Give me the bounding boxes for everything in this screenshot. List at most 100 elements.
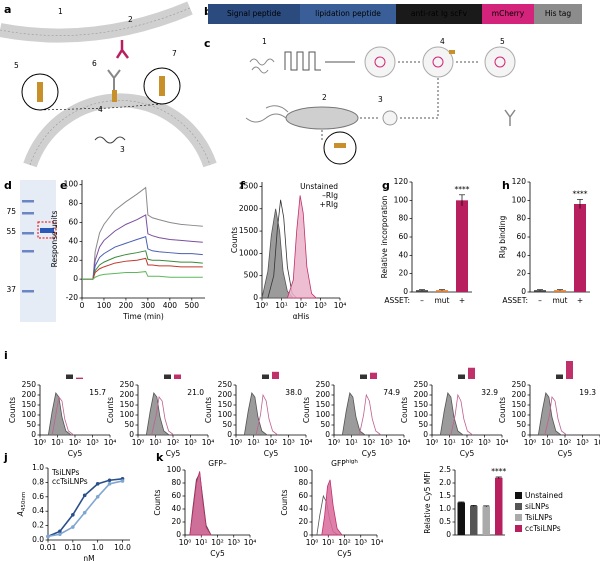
x-tick-label: 10⁴ [300,438,313,447]
ratio-bar [566,361,573,379]
strand [94,136,126,144]
y-tick-label: 120 [512,177,527,186]
bar [554,290,566,292]
cell [422,46,454,78]
ratio-bar [458,374,465,379]
y-tick-label: 0 [31,430,36,439]
construct-label: mCherry [492,9,525,18]
y-tick-label: 200 [414,390,429,399]
y-axis-label: Relative Cy5 MFI [423,471,432,533]
x-tick-label: 10⁰ [230,438,243,447]
y-tick-label: 0 [325,430,330,439]
y-axis-label: Counts [230,227,239,253]
legend-swatch [515,492,522,499]
y-tick-label: 100 [167,465,182,474]
error-bar [470,505,477,507]
y-tick-label: 40 [298,504,308,513]
gate-value: 21.0 [187,388,204,397]
gel-marker: 55 [6,227,16,236]
x-tick-label: – [420,296,424,305]
y-axis-label-text: Counts [106,397,115,423]
gel-marker: 37 [6,285,16,294]
y-tick-label: 2.0 [439,478,451,487]
y-axis-label-text: Counts [230,227,239,253]
x-tick-label: 10³ [227,538,240,547]
x-tick-label: 10² [69,438,82,447]
panel-label: a [4,3,11,16]
diagram-label: 4 [440,37,445,46]
panel-label: g [382,179,390,192]
x-axis-label: Cy5 [558,449,573,458]
x-tick-label: 10¹ [149,438,162,447]
inset-anchor [37,82,43,102]
y-tick-label: 250 [512,380,527,389]
x-tick-label: 10¹ [51,438,64,447]
y-tick-label: 50 [320,420,330,429]
y-tick-label: 500 [244,271,259,280]
ladder-band [22,200,34,203]
histogram [286,195,318,299]
dna [249,58,275,74]
x-tick-label: 10⁴ [334,301,347,310]
ratio-bar [468,367,475,379]
x-tick-label: 10¹ [345,438,358,447]
y-tick-label: 100 [512,195,527,204]
ladder-band [22,250,34,253]
y-axis-label: RIg binding [498,216,507,259]
gate-value: 74.9 [383,388,400,397]
plasmid [432,56,444,68]
data-point [95,482,100,486]
x-tick-label: 300 [141,301,156,310]
y-tick-label: 0.6 [32,492,44,501]
panel-label: h [502,179,510,192]
x-axis-label: Cy5 [337,549,352,558]
inset-anchor [334,143,346,148]
x-axis-label: Cy5 [68,449,83,458]
y-tick-label: 100 [22,410,37,419]
inset-pointer [109,103,163,109]
y-tick-label: 250 [22,380,37,389]
x-tick-label: + [459,296,465,305]
x-tick-label: 400 [163,301,178,310]
y-tick-label: 40 [68,236,78,245]
y-axis-label-sub: 450nm [21,492,27,511]
x-tick-label: 10² [265,438,278,447]
y-tick-label: 200 [218,390,233,399]
x-tick-label: 10⁴ [202,438,215,447]
category-axis-label: ASSET: [502,296,528,305]
y-tick-label: 80 [171,478,181,487]
x-tick-label: 500 [185,301,200,310]
gate-value: 38.0 [285,388,302,397]
diagram-label: 2 [322,93,327,102]
y-axis-label: Response units [50,210,59,267]
y-tick-label: 80 [68,199,78,208]
panel-label: e [60,179,67,192]
y-axis-label-text: Counts [498,397,507,423]
construct-label: His tag [545,9,572,18]
plasmid [374,56,386,68]
ratio-bar [370,372,377,379]
legend-swatch [515,514,522,521]
x-tick-label: 10³ [314,301,327,310]
y-tick-label: 0 [129,430,134,439]
data-line [82,271,203,280]
x-tick-label: 10² [167,438,180,447]
legend-label: ccTsiLNPs [525,524,561,533]
y-axis-label-text: Counts [204,397,213,423]
error-bar [483,505,490,507]
x-tick-label: 10⁰ [179,538,192,547]
panel-label: i [4,349,8,362]
y-tick-label: 50 [222,420,232,429]
y-tick-label: 200 [316,390,331,399]
x-tick-label: 10⁴ [398,438,411,447]
construct-label: lipidation peptide [315,9,381,18]
data-point [95,495,100,499]
construct-segment [300,4,396,24]
histogram [341,392,367,436]
x-axis-label: Cy5 [264,449,279,458]
y-tick-label: 20 [68,255,78,264]
x-axis-label: Cy5 [166,449,181,458]
y-tick-label: 2.5 [439,465,451,474]
gate-value: 15.7 [89,388,106,397]
x-tick-label: 10³ [184,438,197,447]
